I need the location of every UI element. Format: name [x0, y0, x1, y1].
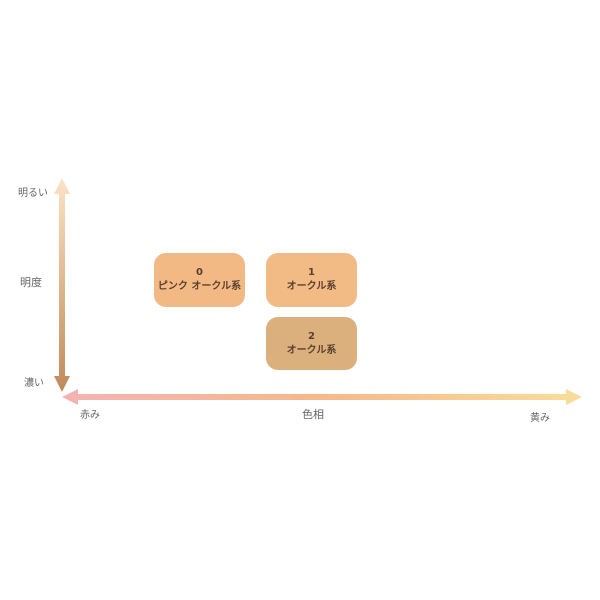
- shade-box-1: 1 オークル系: [266, 253, 357, 307]
- hue-axis-title: 色相: [302, 408, 324, 421]
- lightness-axis-title: 明度: [20, 276, 42, 289]
- shade-box-2: 2 オークル系: [266, 317, 357, 370]
- lightness-axis-arrow: [54, 178, 70, 392]
- hue-left-label: 赤み: [80, 410, 100, 421]
- shade-box-0: 0 ピンク オークル系: [154, 253, 245, 307]
- shade-name: ピンク オークル系: [157, 281, 242, 292]
- shade-number: 1: [308, 267, 315, 278]
- shade-number: 2: [308, 330, 315, 342]
- hue-right-label: 黄み: [530, 413, 550, 424]
- lightness-bottom-label: 濃い: [24, 378, 44, 389]
- hue-axis-arrow: [62, 389, 582, 405]
- shade-name: オークル系: [286, 281, 337, 292]
- shade-name: オークル系: [286, 344, 337, 356]
- shade-number: 0: [196, 267, 203, 278]
- lightness-top-label: 明るい: [18, 188, 48, 199]
